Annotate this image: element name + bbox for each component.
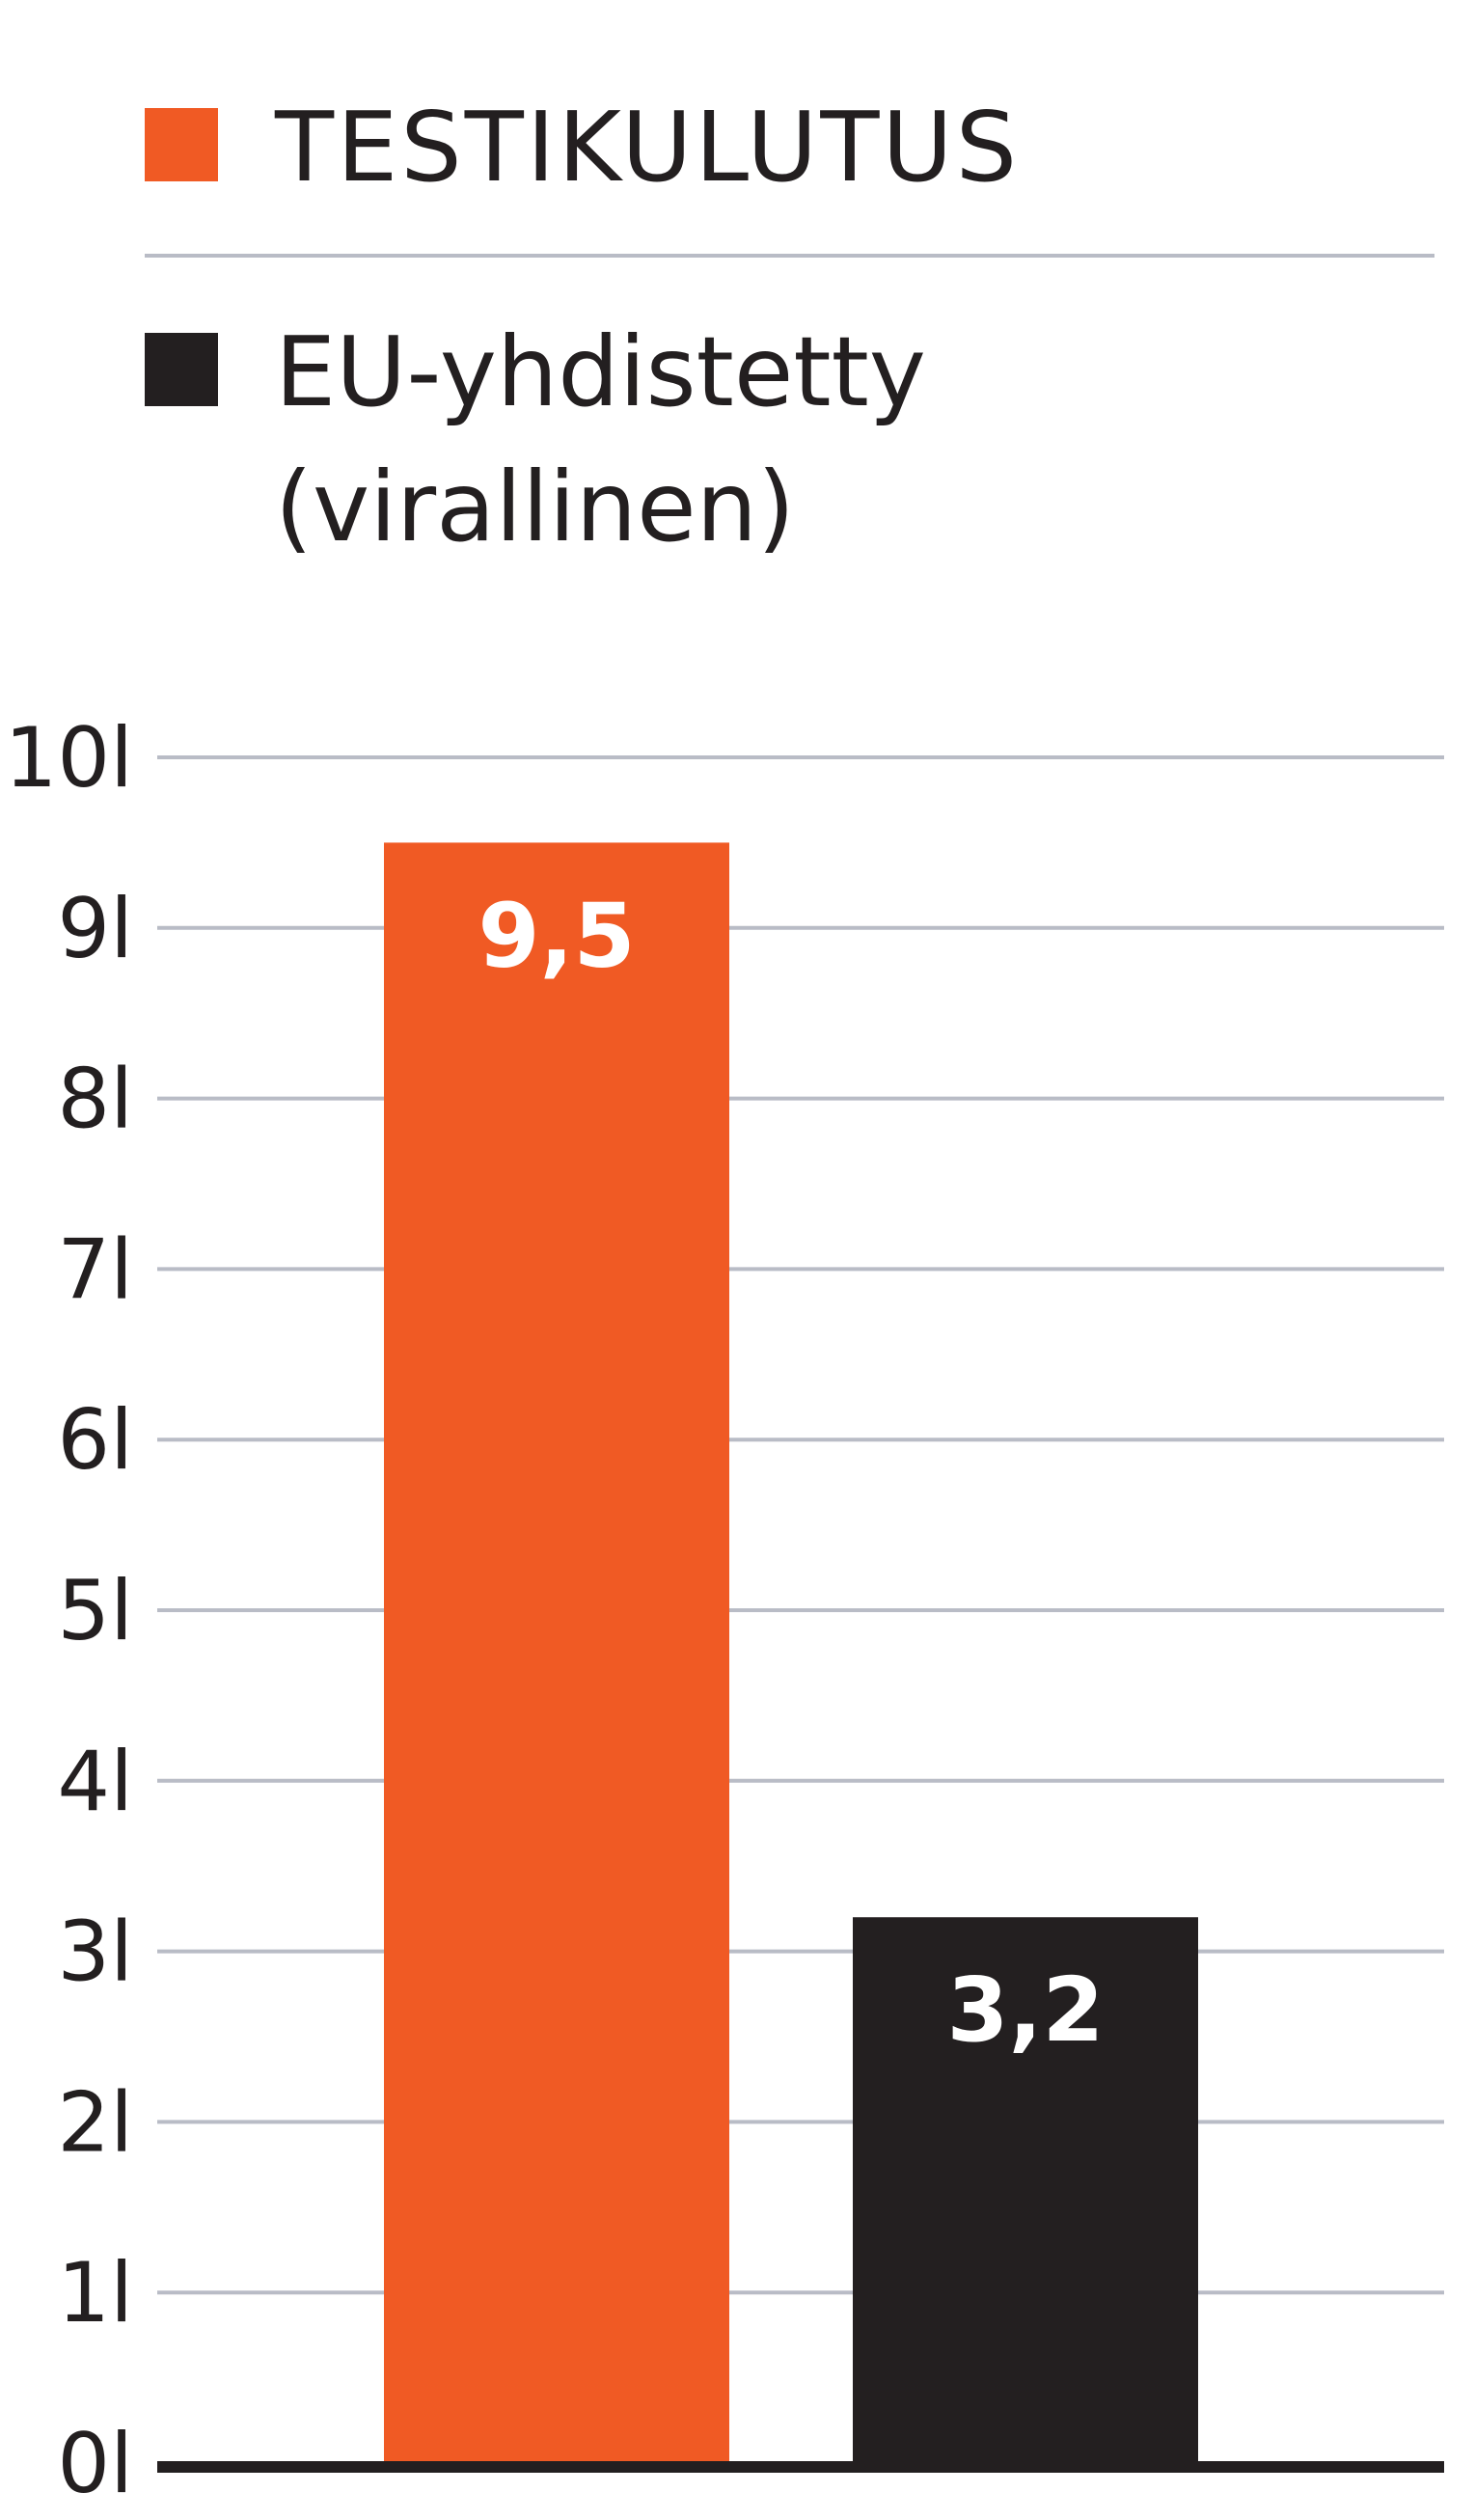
y-tick-label: 6l bbox=[57, 1392, 133, 1489]
y-tick-label: 4l bbox=[57, 1734, 133, 1830]
y-tick-label: 0l bbox=[57, 2416, 133, 2512]
bar-value-labels: 9,5 3,2 bbox=[478, 884, 1105, 2062]
y-tick-label: 7l bbox=[57, 1221, 133, 1318]
legend-swatch-testikulutus bbox=[145, 108, 218, 181]
y-tick-label: 5l bbox=[57, 1563, 133, 1659]
bar-value-label: 9,5 bbox=[478, 884, 636, 987]
bars bbox=[384, 842, 1198, 2463]
y-tick-label: 8l bbox=[57, 1052, 133, 1148]
bar-value-label: 3,2 bbox=[947, 1958, 1105, 2062]
legend-label-testikulutus: TESTIKULUTUS bbox=[274, 91, 1020, 204]
legend-label-eu-yhdistetty-line2: (virallinen) bbox=[275, 451, 795, 563]
y-axis-tick-labels: 0l 1l 2l 3l 4l 5l 6l 7l 8l 9l 10l bbox=[5, 710, 133, 2512]
y-tick-label: 9l bbox=[57, 881, 133, 977]
legend-label-eu-yhdistetty-line1: EU-yhdistetty bbox=[275, 315, 926, 428]
legend: TESTIKULUTUS EU-yhdistetty (virallinen) bbox=[145, 91, 1434, 563]
y-tick-label: 1l bbox=[57, 2245, 133, 2342]
bar bbox=[384, 842, 729, 2463]
y-tick-label: 2l bbox=[57, 2074, 133, 2171]
y-tick-label: 3l bbox=[57, 1904, 133, 2001]
bar bbox=[853, 1917, 1198, 2463]
gridlines bbox=[157, 755, 1444, 2295]
y-tick-label: 10l bbox=[5, 710, 133, 807]
legend-swatch-eu-yhdistetty bbox=[145, 333, 218, 406]
